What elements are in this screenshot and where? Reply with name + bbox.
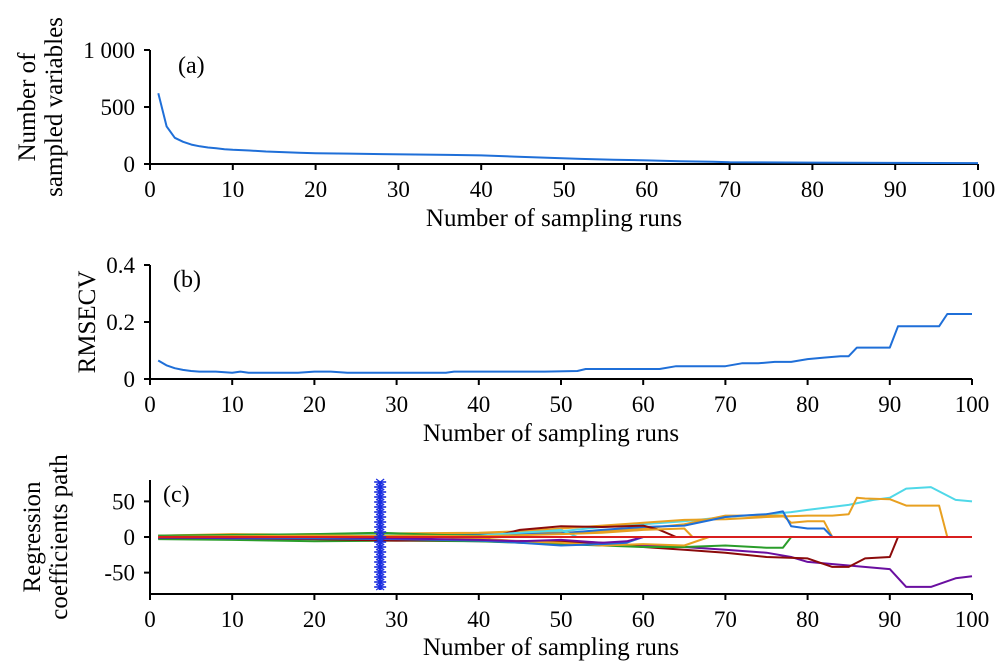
x-tick-label: 0 [144,607,156,632]
marker-star [375,523,385,531]
marker-star [375,578,385,586]
chart-panel-2: 0 10 20 30 40 50 60 70 80 90 100 0 0.2 0.4 Number of s… [74,253,989,447]
x-tick-label: 20 [304,177,327,202]
marker-star [375,498,385,506]
marker-star [375,508,385,516]
panel-tag: (b) [173,267,201,293]
x-tick-label: 90 [878,392,901,417]
series-line-14 [158,527,694,538]
x-tick-label: 10 [221,607,244,632]
y-tick-label: 0 [124,152,136,177]
x-tick-label: 40 [467,392,490,417]
y-tick-label: 0 [124,367,136,392]
x-tick-label: 20 [303,392,326,417]
marker-star [375,573,385,581]
marker-star [375,528,385,536]
marker-star [375,558,385,566]
x-tick-label: 40 [470,177,493,202]
x-tick-label: 0 [144,392,156,417]
x-tick-label: 100 [955,392,990,417]
x-axis-label: Number of sampling runs [426,205,682,232]
x-tick-label: 90 [878,607,901,632]
marker-star [375,543,385,551]
marker-star [375,483,385,491]
marker-star [375,548,385,556]
y-tick-label: 0.2 [106,310,135,335]
x-tick-label: 80 [801,177,824,202]
series-line-10 [158,536,644,547]
marker-star [375,518,385,526]
y-axis-label: Number of [14,52,41,162]
x-axis-label: Number of sampling runs [423,634,679,661]
x-tick-label: 70 [718,177,741,202]
x-tick-label: 60 [635,177,658,202]
y-axis-label: RMSECV [74,271,101,374]
marker-star [375,583,385,591]
marker-star [375,488,385,496]
x-tick-label: 30 [385,607,408,632]
x-tick-label: 30 [387,177,410,202]
series-line-1 [157,93,979,165]
x-tick-label: 50 [553,177,576,202]
x-axis-label: Number of sampling runs [423,420,679,447]
series-line-1 [157,313,972,374]
x-tick-label: 80 [796,607,819,632]
marker-star [375,503,385,511]
marker-star [375,513,385,521]
y-tick-label: 0.4 [106,253,135,278]
x-tick-label: 30 [385,392,408,417]
y-axis-label: Regression [19,481,46,593]
marker-star [375,493,385,501]
panel-tag: (a) [178,53,205,79]
marker-star [375,568,385,576]
panel-tag: (c) [163,482,190,508]
x-tick-label: 100 [955,607,990,632]
x-tick-label: 40 [467,607,490,632]
marker-star [375,538,385,546]
x-tick-label: 70 [714,392,737,417]
marker-star [375,478,385,486]
marker-star [375,533,385,541]
y-tick-label: 1 000 [83,38,135,63]
x-tick-label: 10 [221,392,244,417]
x-tick-label: 0 [144,177,156,202]
x-tick-label: 60 [632,392,655,417]
marker-star [375,563,385,571]
y-axis-label: coefficients path [46,454,73,620]
marker-star [375,553,385,561]
y-axis-label: sampled variables [41,17,68,197]
y-tick-label: 500 [101,95,136,120]
x-tick-label: 50 [550,392,573,417]
x-tick-label: 20 [303,607,326,632]
x-tick-label: 50 [550,607,573,632]
x-tick-label: 70 [714,607,737,632]
x-tick-label: 60 [632,607,655,632]
y-tick-label: 50 [112,489,135,514]
y-tick-label: 0 [124,525,136,550]
x-tick-label: 100 [961,177,996,202]
x-tick-label: 90 [884,177,907,202]
y-tick-label: -50 [104,561,135,586]
x-tick-label: 80 [796,392,819,417]
x-tick-label: 10 [221,177,244,202]
